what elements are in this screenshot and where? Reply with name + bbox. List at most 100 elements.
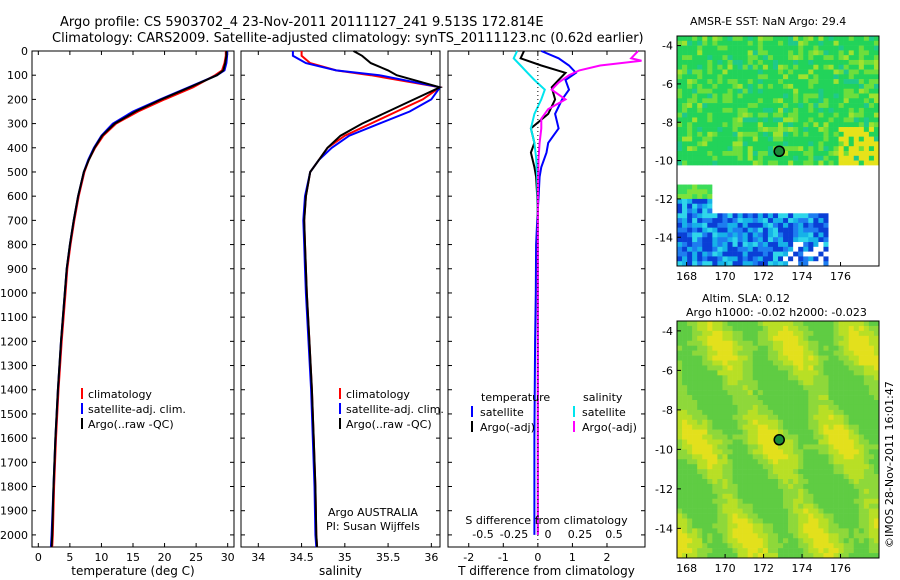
map-cell: [707, 503, 713, 509]
map-cell: [783, 523, 789, 529]
map-cell: [853, 325, 860, 332]
map-cell: [778, 424, 784, 430]
map-cell: [783, 112, 789, 118]
map-cell: [783, 528, 789, 534]
map-cell: [788, 395, 794, 401]
map-cell: [687, 390, 693, 396]
map-cell: [868, 340, 875, 346]
map-cell: [692, 513, 698, 519]
map-cell: [828, 404, 834, 411]
map-cell: [838, 160, 844, 166]
map-cell: [823, 330, 829, 337]
map-cell: [707, 222, 713, 228]
map-cell: [843, 424, 849, 430]
map-cell: [778, 74, 784, 80]
map-cell: [707, 203, 713, 209]
map-cell: [727, 400, 733, 406]
map-cell: [737, 508, 743, 514]
map-cell: [697, 79, 703, 85]
map-cell: [818, 103, 824, 109]
map-cell: [833, 155, 839, 161]
x-axis-label: T difference from climatology: [457, 564, 635, 578]
map-cell: [803, 242, 809, 248]
map-cell: [793, 429, 799, 435]
map-cell: [823, 251, 829, 257]
map-cell: [692, 365, 698, 371]
map-cell: [677, 419, 683, 425]
map-cell: [803, 198, 809, 205]
map-cell: [747, 40, 754, 46]
map-cell: [828, 222, 834, 228]
map-cell: [843, 141, 849, 147]
map-cell: [747, 380, 754, 386]
map-cell: [833, 141, 839, 147]
map-cell: [717, 155, 723, 161]
map-cell: [853, 335, 860, 342]
map-cell: [762, 256, 769, 262]
map-cell: [712, 103, 718, 109]
map-cell: [873, 350, 880, 356]
map-cell: [828, 246, 834, 252]
map-cell: [707, 256, 713, 262]
map-cell: [823, 390, 829, 396]
map-cell: [833, 151, 839, 157]
map-cell: [858, 335, 865, 342]
map-cell: [818, 198, 824, 205]
map-cell: [828, 242, 834, 248]
map-cell: [772, 155, 779, 161]
map-cell: [833, 242, 839, 248]
map-cell: [843, 503, 849, 509]
map-cell: [727, 474, 733, 480]
map-cell: [682, 488, 688, 495]
map-cell: [707, 131, 713, 137]
map-cell: [732, 449, 738, 455]
map-cell: [808, 483, 814, 490]
map-cell: [717, 321, 723, 327]
map-cell: [843, 479, 849, 485]
map-cell: [717, 174, 723, 181]
map-cell: [752, 508, 759, 514]
map-cell: [823, 474, 829, 480]
map-cell: [682, 218, 688, 224]
map-cell: [757, 434, 764, 440]
map-cell: [747, 464, 754, 470]
map-cell: [868, 325, 875, 332]
map-cell: [783, 414, 789, 421]
map-cell: [843, 370, 849, 376]
map-cell: [702, 79, 708, 85]
map-cell: [697, 523, 703, 529]
map-cell: [808, 498, 814, 504]
map-cell: [722, 479, 728, 485]
map-cell: [742, 141, 748, 147]
map-cell: [717, 74, 723, 80]
map-cell: [692, 429, 698, 435]
map-cell: [712, 160, 718, 166]
map-cell: [722, 469, 728, 475]
map-cell: [772, 184, 779, 190]
map-cell: [752, 184, 759, 190]
map-cell: [677, 553, 683, 559]
map-cell: [772, 469, 779, 475]
map-cell: [833, 404, 839, 411]
map-cell: [737, 50, 743, 56]
map-cell: [677, 107, 683, 113]
map-cell: [732, 194, 738, 200]
map-cell: [868, 533, 875, 539]
map-cell: [868, 50, 875, 56]
map-cell: [778, 59, 784, 66]
map-cell: [873, 330, 880, 337]
map-cell: [722, 203, 728, 209]
map-cell: [717, 419, 723, 425]
map-cell: [818, 479, 824, 485]
map-cell: [752, 380, 759, 386]
map-cell: [808, 459, 814, 465]
map-cell: [823, 479, 829, 485]
map-cell: [793, 189, 799, 195]
map-cell: [677, 528, 683, 534]
map-cell: [853, 400, 860, 406]
map-cell: [742, 454, 748, 460]
map-cell: [742, 543, 748, 549]
map-cell: [853, 64, 860, 70]
map-cell: [873, 548, 880, 554]
map-cell: [697, 141, 703, 147]
